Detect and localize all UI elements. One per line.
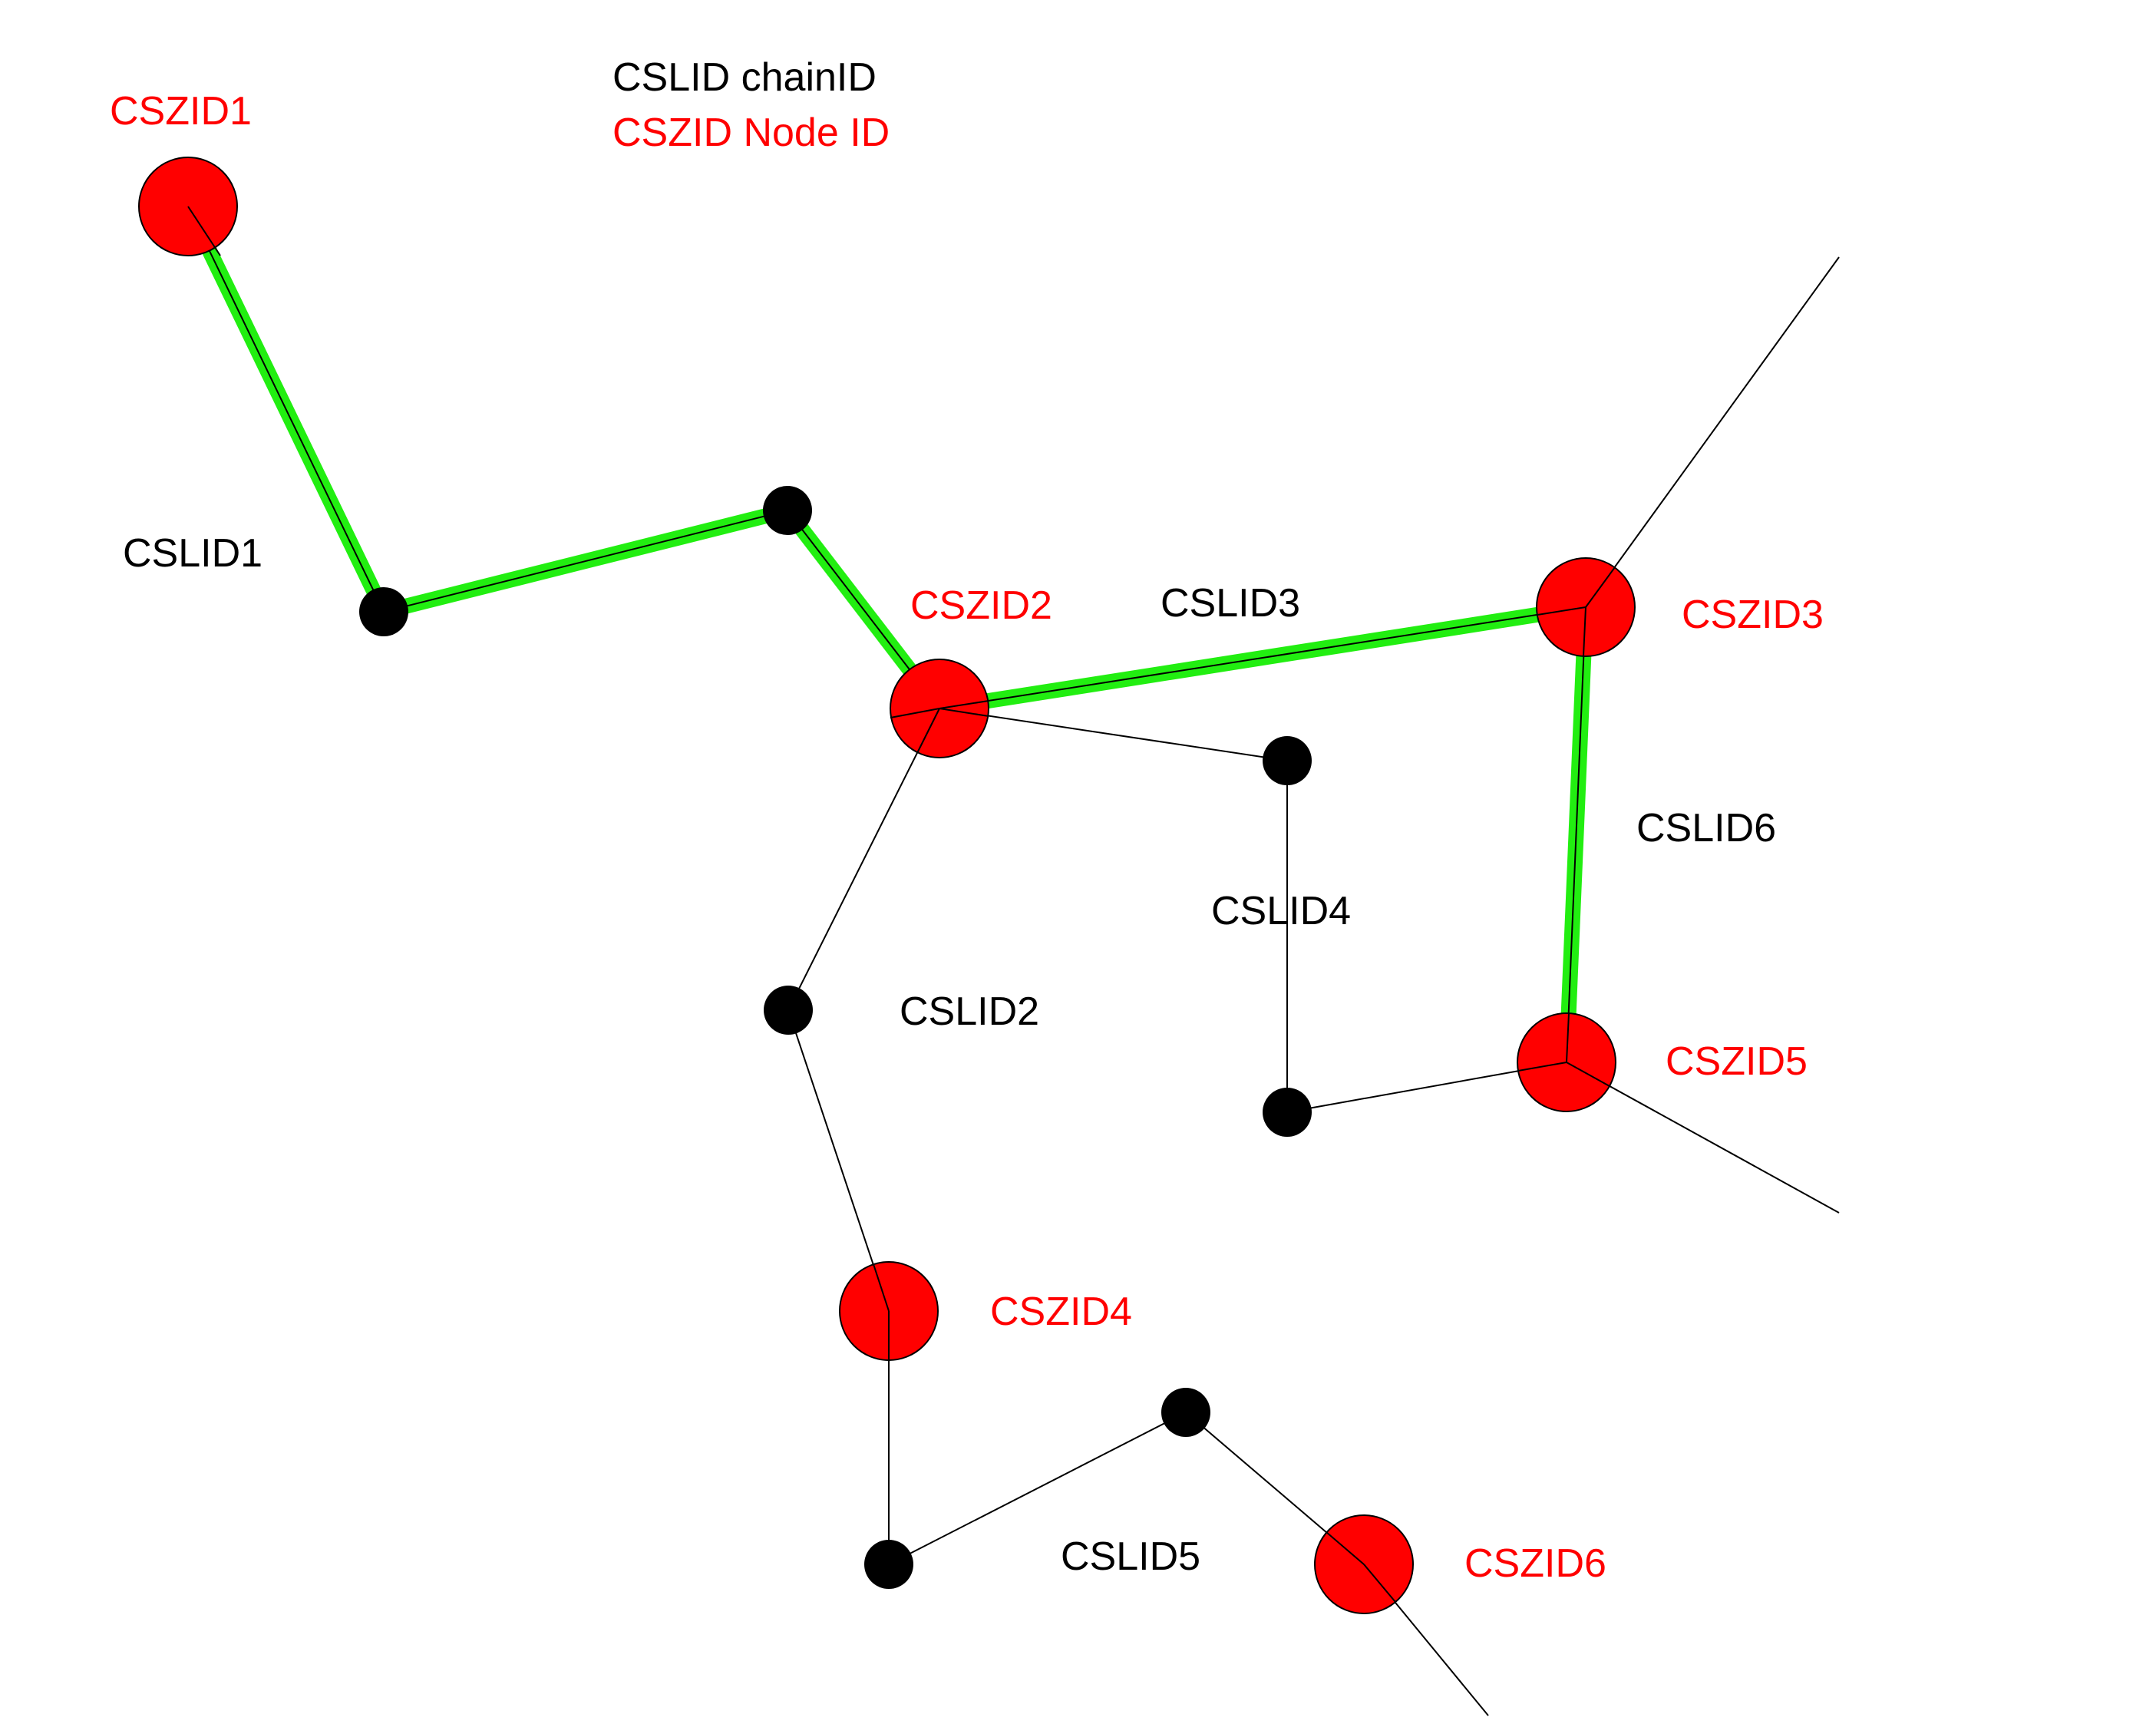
vertex-node bbox=[1263, 736, 1312, 785]
chain-path-highlight-cslid1 bbox=[180, 203, 946, 714]
vertex-node bbox=[1263, 1088, 1312, 1137]
zone-nodes bbox=[138, 157, 1636, 1614]
chain-label-cslid4: CSLID4 bbox=[1211, 889, 1351, 933]
chain-lines bbox=[187, 206, 1840, 1716]
chain-line-cslid3 bbox=[939, 606, 1586, 709]
zone-node-labels: CSZID1 CSZID2 CSZID3 CSZID4 CSZID5 CSZID… bbox=[110, 89, 1824, 1586]
center-line bbox=[1566, 1062, 1610, 1087]
legend-node-label: CSZID Node ID bbox=[612, 111, 890, 155]
node-label-cszid5: CSZID5 bbox=[1666, 1039, 1808, 1084]
vertex-node bbox=[864, 1540, 913, 1589]
node-label-cszid2: CSZID2 bbox=[910, 583, 1052, 628]
chain-line-cslid5 bbox=[888, 1311, 1489, 1716]
vertex-nodes bbox=[359, 486, 1312, 1589]
edge-line-se bbox=[1566, 1062, 1840, 1214]
chain-line-cslid1 bbox=[187, 206, 940, 709]
node-label-cszid1: CSZID1 bbox=[110, 89, 252, 134]
edge-line-ne bbox=[1585, 256, 1840, 608]
center-line bbox=[1566, 1012, 1570, 1063]
center-line bbox=[1517, 1062, 1567, 1072]
center-line bbox=[187, 206, 221, 256]
chain-line-cslid4 bbox=[939, 708, 1567, 1114]
center-line bbox=[890, 708, 940, 718]
center-line bbox=[1537, 606, 1586, 616]
center-line bbox=[916, 708, 940, 754]
vertex-node bbox=[359, 587, 408, 636]
chain-label-cslid5: CSLID5 bbox=[1061, 1534, 1200, 1579]
center-line bbox=[1326, 1531, 1365, 1565]
chain-label-cslid3: CSLID3 bbox=[1161, 581, 1300, 626]
vertex-node bbox=[764, 986, 813, 1035]
node-label-cszid6: CSZID6 bbox=[1464, 1541, 1606, 1586]
node-center-lines bbox=[187, 206, 1616, 1603]
node-label-cszid4: CSZID4 bbox=[990, 1290, 1132, 1334]
chain-line-cslid6 bbox=[1566, 606, 1586, 1063]
center-line bbox=[873, 1263, 890, 1312]
vertex-node bbox=[1161, 1388, 1210, 1437]
center-line bbox=[939, 700, 989, 709]
chain-label-cslid6: CSLID6 bbox=[1636, 806, 1776, 850]
chain-labels: CSLID1 CSLID2 CSLID3 CSLID4 CSLID5 CSLID… bbox=[123, 531, 1776, 1579]
center-line bbox=[1583, 606, 1586, 657]
center-line bbox=[1363, 1564, 1396, 1603]
center-line bbox=[939, 708, 989, 717]
chain-label-cslid2: CSLID2 bbox=[900, 989, 1039, 1034]
legend: CSLID chainID CSZID Node ID bbox=[612, 55, 890, 155]
node-label-cszid3: CSZID3 bbox=[1682, 593, 1824, 637]
legend-chain-label: CSLID chainID bbox=[612, 55, 877, 100]
center-line bbox=[1585, 566, 1616, 608]
highlighted-paths bbox=[180, 203, 1593, 1063]
vertex-node bbox=[763, 486, 812, 535]
chain-label-cslid1: CSLID1 bbox=[123, 531, 262, 576]
